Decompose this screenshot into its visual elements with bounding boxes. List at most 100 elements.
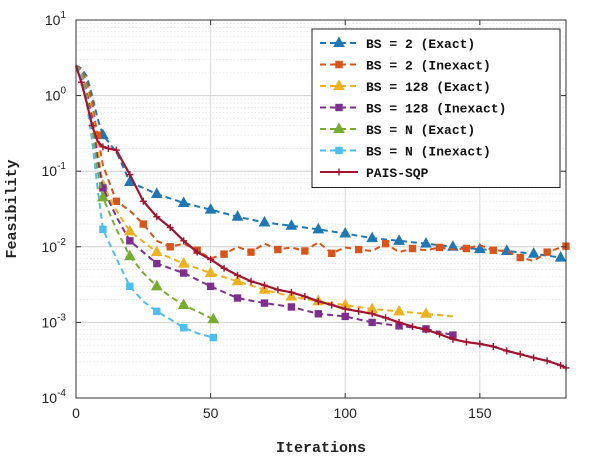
data-point — [126, 237, 134, 245]
data-point — [312, 222, 325, 234]
data-point — [557, 361, 565, 369]
data-point — [422, 326, 430, 334]
data-point — [333, 36, 345, 47]
data-point — [274, 286, 282, 294]
y-tick-label: 10-1 — [42, 161, 67, 179]
y-tick-label: 10-4 — [42, 388, 67, 406]
data-point — [233, 294, 242, 302]
x-tick-label: 0 — [72, 405, 80, 421]
data-point — [126, 171, 134, 179]
data-point — [328, 249, 336, 258]
data-point — [153, 259, 161, 268]
legend-label: BS = 2 (Inexact) — [366, 59, 491, 74]
y-tick-label: 101 — [45, 10, 67, 28]
data-point — [179, 269, 188, 277]
x-axis-label: Iterations — [276, 440, 366, 457]
data-point — [285, 219, 298, 230]
series-line — [75, 64, 454, 318]
data-point — [476, 340, 484, 348]
data-point — [328, 301, 336, 309]
data-point — [260, 281, 268, 289]
data-point — [395, 318, 403, 326]
legend-entry: BS = 2 (Inexact) — [320, 59, 491, 74]
data-point — [207, 255, 215, 263]
data-point — [393, 234, 405, 245]
data-point — [354, 245, 363, 254]
data-point — [408, 244, 417, 253]
data-point — [153, 213, 161, 221]
series-bs-n-exact — [75, 64, 220, 324]
legend-label: BS = 128 (Inexact) — [366, 102, 506, 117]
data-point — [527, 247, 540, 258]
data-point — [368, 318, 376, 327]
series-line — [75, 64, 561, 259]
data-point — [258, 283, 271, 294]
data-point — [274, 245, 282, 254]
plot-frame — [75, 19, 567, 399]
data-point — [112, 197, 121, 205]
legend-entry: BS = N (Inexact) — [320, 145, 491, 160]
data-point — [112, 146, 120, 154]
data-point — [180, 237, 188, 245]
legend-entry: BS = 128 (Inexact) — [320, 102, 506, 117]
data-point — [231, 274, 244, 286]
data-point — [382, 314, 390, 322]
data-point — [153, 307, 161, 316]
legend-entry: PAIS-SQP — [320, 166, 429, 181]
data-point — [97, 190, 109, 202]
data-point — [335, 60, 343, 69]
data-point — [314, 297, 322, 305]
data-point — [341, 305, 349, 313]
y-tick-label: 10-3 — [42, 312, 67, 330]
data-point — [231, 210, 244, 221]
x-tick-label: 150 — [468, 405, 492, 421]
y-tick-label: 100 — [45, 86, 67, 104]
data-point — [209, 333, 218, 342]
data-point — [333, 79, 345, 90]
data-point — [247, 277, 255, 285]
data-point — [516, 350, 524, 358]
data-point — [335, 146, 343, 155]
data-point — [193, 248, 201, 256]
legend-label: BS = N (Inexact) — [366, 145, 491, 160]
data-point — [177, 196, 190, 207]
data-point — [104, 144, 112, 152]
data-point — [234, 271, 242, 279]
data-point — [139, 197, 147, 205]
data-point — [420, 307, 432, 318]
data-point — [247, 248, 255, 256]
data-point — [150, 279, 163, 291]
data-point — [220, 264, 228, 272]
data-point — [543, 248, 551, 256]
legend: BS = 2 (Exact) BS = 2 (Inexact) BS = 128 (… — [311, 28, 561, 188]
data-point — [355, 307, 363, 315]
data-point — [335, 103, 343, 112]
data-point — [99, 225, 107, 234]
legend-label: PAIS-SQP — [366, 166, 429, 181]
data-point — [166, 224, 174, 232]
data-point — [554, 251, 567, 262]
data-point — [420, 237, 432, 248]
series-lines — [74, 64, 570, 372]
data-point — [204, 266, 217, 278]
data-point — [516, 253, 524, 262]
data-point — [473, 242, 486, 254]
data-point — [462, 244, 471, 253]
data-point — [333, 122, 345, 133]
data-point — [301, 247, 309, 255]
data-point — [206, 282, 215, 291]
data-point — [220, 250, 228, 258]
data-point — [393, 304, 405, 316]
data-point — [207, 312, 220, 324]
data-point — [435, 330, 443, 338]
data-point — [77, 78, 85, 86]
legend-label: BS = 2 (Exact) — [366, 37, 475, 52]
data-point — [287, 303, 296, 311]
y-axis-label: Feasibility — [4, 159, 21, 258]
data-point — [177, 298, 190, 309]
axis-ticks: 0 50 100 150 10-4 10-3 10-2 10-1 100 101 — [42, 10, 566, 421]
data-point — [139, 220, 148, 228]
legend-entry: BS = 2 (Exact) — [320, 36, 475, 52]
data-point — [339, 226, 352, 238]
